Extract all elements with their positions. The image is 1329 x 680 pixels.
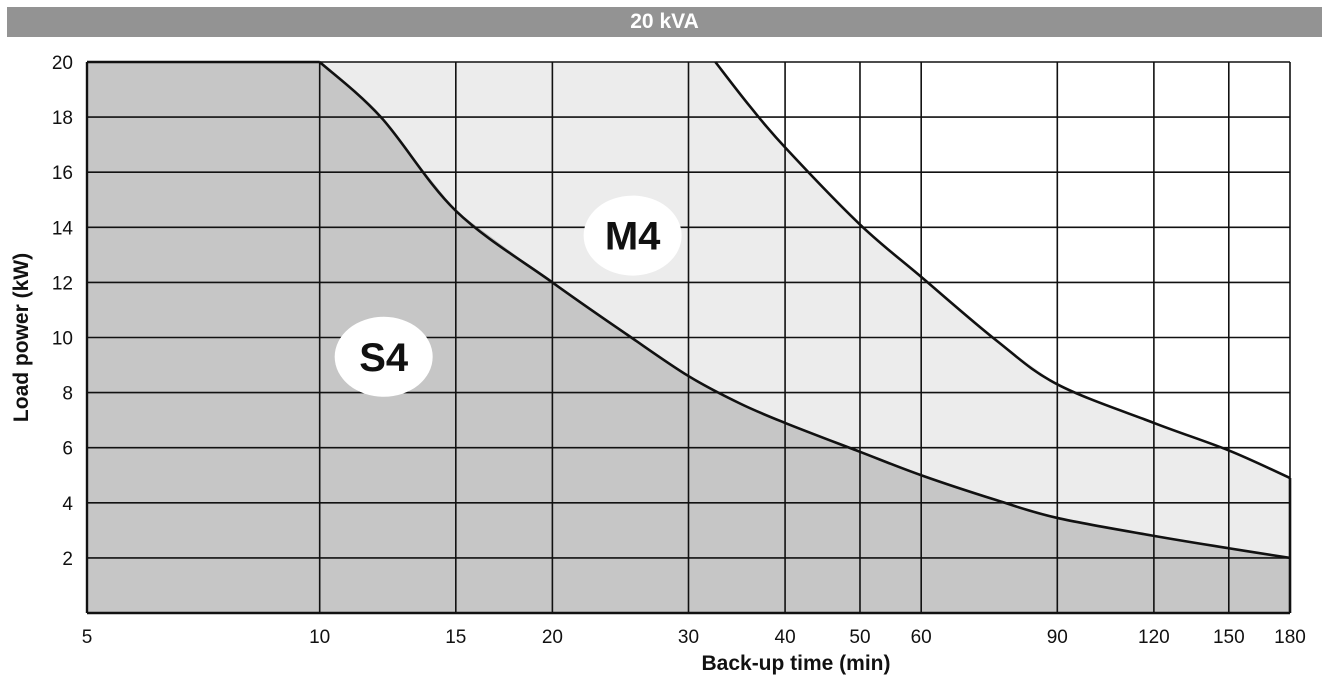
x-tick-label: 15 (445, 627, 466, 648)
x-tick-label: 5 (82, 627, 93, 648)
y-tick-label: 18 (52, 108, 73, 129)
x-tick-label: 20 (542, 627, 563, 648)
series-s4-area (87, 62, 1290, 613)
x-tick-label: 180 (1274, 627, 1306, 648)
y-tick-label: 8 (62, 384, 73, 405)
y-tick-label: 12 (52, 273, 73, 294)
chart-title: 20 kVA (7, 7, 1322, 37)
x-tick-label: 60 (911, 627, 932, 648)
x-tick-label: 40 (775, 627, 796, 648)
x-tick-label: 150 (1213, 627, 1245, 648)
y-tick-label: 4 (62, 494, 73, 515)
region-label-ellipse (583, 195, 682, 276)
y-tick-label: 20 (52, 53, 73, 74)
y-tick-label: 6 (62, 439, 73, 460)
y-tick-label: 14 (52, 218, 74, 239)
y-axis-label: Load power (kW) (10, 253, 33, 422)
x-axis-label: Back-up time (min) (701, 652, 890, 675)
x-tick-label: 120 (1138, 627, 1170, 648)
x-tick-label: 50 (849, 627, 870, 648)
series-s4-line (318, 61, 1291, 560)
region-label: M4 (605, 215, 661, 259)
x-tick-label: 10 (309, 627, 330, 648)
y-tick-label: 16 (52, 163, 73, 184)
region-label: S4 (359, 336, 409, 380)
region-label-ellipse (334, 316, 433, 397)
series-m4-line (714, 61, 1291, 480)
y-tick-label: 10 (52, 329, 73, 350)
x-tick-label: 90 (1047, 627, 1068, 648)
x-tick-label: 30 (678, 627, 699, 648)
y-tick-label: 2 (62, 549, 73, 570)
